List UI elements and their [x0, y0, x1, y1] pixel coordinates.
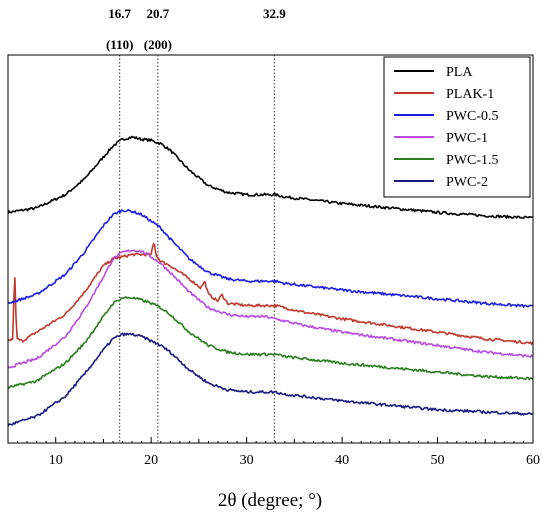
- peak-annotations: 16.7 (110) 20.7 (200) 32.9: [106, 6, 286, 443]
- legend: PLA PLAK-1 PWC-0.5 PWC-1 PWC-1.5 PWC-2: [383, 56, 531, 198]
- plot-frame: [7, 54, 534, 444]
- peak-plane-label-0: (110): [106, 37, 133, 52]
- x-tick-label-2: 30: [240, 453, 254, 468]
- legend-label-0: PLA: [446, 65, 473, 80]
- x-tick-label-4: 50: [431, 453, 445, 468]
- peak-plane-label-1: (200): [144, 37, 172, 52]
- peak-value-label-2: 32.9: [263, 6, 286, 21]
- series-line-4: [7, 296, 534, 389]
- legend-label-4: PWC-1.5: [446, 153, 499, 168]
- legend-label-2: PWC-0.5: [446, 109, 499, 124]
- x-tick-label-5: 60: [526, 453, 540, 468]
- legend-label-3: PWC-1: [446, 131, 488, 146]
- series-line-0: [7, 135, 533, 219]
- legend-label-5: PWC-2: [446, 175, 488, 190]
- series-line-5: [7, 332, 534, 427]
- peak-value-label-0: 16.7: [108, 6, 131, 21]
- x-axis: 10 20 30 40 50 60: [7, 437, 540, 468]
- x-tick-label-1: 20: [144, 453, 158, 468]
- peak-value-label-1: 20.7: [146, 6, 169, 21]
- x-tick-label-0: 10: [49, 453, 63, 468]
- series-line-2: [7, 208, 533, 308]
- legend-label-1: PLAK-1: [446, 87, 494, 102]
- x-axis-label: 2θ (degree; °): [218, 490, 322, 511]
- series-line-1: [7, 242, 534, 346]
- x-tick-label-3: 40: [335, 453, 349, 468]
- series-layer: [7, 135, 534, 427]
- legend-box: [383, 56, 531, 198]
- series-line-3: [7, 249, 534, 369]
